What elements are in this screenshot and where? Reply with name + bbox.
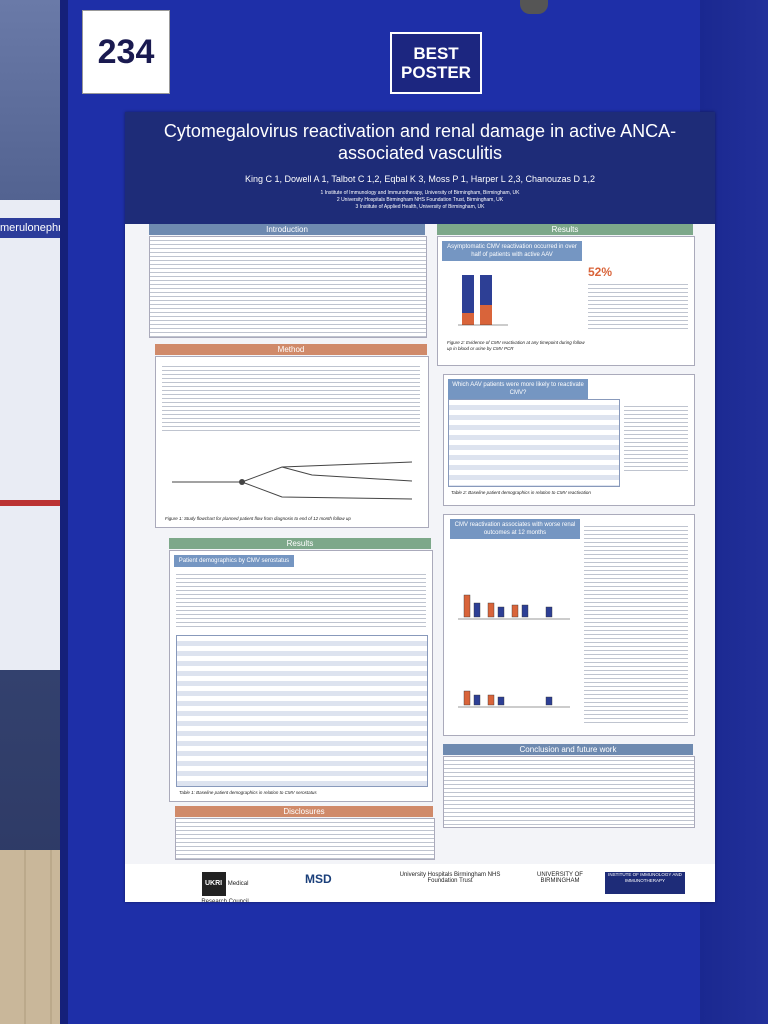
adjacent-poster-title-strip: merulonephr (0, 218, 70, 238)
affiliation-2: 2 University Hospitals Birmingham NHS Fo… (336, 197, 504, 203)
asymptomatic-subheading: Asymptomatic CMV reactivation occurred i… (442, 241, 582, 261)
reactivation-bar-chart (458, 275, 508, 326)
logo-bar: UKRI Medical Research Council MSD Univer… (125, 864, 715, 902)
institute-logo: INSTITUTE OF IMMUNOLOGY AND IMMUNOTHERAP… (605, 872, 685, 894)
patient-demographics-subheading: Patient demographics by CMV serostatus (174, 555, 294, 567)
poster-number-card: 234 (82, 10, 170, 94)
affiliation-1: 1 Institute of Immunology and Immunother… (320, 190, 520, 196)
figure-1-caption: Figure 1: Study flowchart for planned pa… (165, 516, 351, 521)
method-text (162, 363, 420, 433)
worse-outcomes-subheading: CMV reactivation associates with worse r… (450, 519, 580, 539)
introduction-heading: Introduction (149, 224, 425, 235)
method-body: Figure 1: Study flowchart for planned pa… (155, 356, 429, 528)
disclosures-heading: Disclosures (175, 806, 433, 817)
affiliation-3: 3 Institute of Applied Health, Universit… (355, 204, 485, 210)
outcomes-text (584, 523, 688, 723)
table-1-caption: Table 1: Baseline patient demographics i… (179, 790, 317, 795)
table-2-caption: Table 2: Baseline patient demographics i… (451, 490, 591, 495)
ukri-logo: UKRI Medical Research Council (195, 872, 255, 902)
table-2 (448, 399, 620, 487)
worse-outcomes-panel: CMV reactivation associates with worse r… (443, 514, 695, 736)
disclosures-body (175, 818, 435, 860)
which-patients-subheading: Which AAV patients were more likely to r… (448, 379, 588, 399)
introduction-body (149, 236, 427, 338)
asymptomatic-text (588, 281, 688, 331)
highlight-stat: 52% (588, 265, 613, 279)
study-flowchart (172, 461, 413, 500)
conclusion-body (443, 756, 695, 828)
results-left-heading: Results (169, 538, 431, 549)
results-right-heading: Results (437, 224, 693, 235)
ceiling-light (520, 0, 548, 14)
conclusion-heading: Conclusion and future work (443, 744, 693, 755)
results-left-body: Patient demographics by CMV serostatus T… (169, 550, 433, 802)
mrc-label: Medical Research Council (201, 881, 249, 902)
which-patients-panel: Which AAV patients were more likely to r… (443, 374, 695, 506)
poster-title: Cytomegalovirus reactivation and renal d… (163, 121, 677, 163)
figure-2-caption: Figure 2: Evidence of CMV reactivation a… (447, 340, 585, 351)
uob-logo: UNIVERSITY OF BIRMINGHAM (537, 872, 583, 884)
demographics-text (176, 571, 426, 629)
poster-board-frame (60, 0, 710, 1024)
poster-authors: King C 1, Dowell A 1, Talbot C 1,2, Eqba… (244, 174, 596, 184)
table-1 (176, 635, 428, 787)
poster-affiliations: 1 Institute of Immunology and Immunother… (145, 190, 695, 211)
method-heading: Method (155, 344, 427, 355)
uhb-logo: University Hospitals Birmingham NHS Foun… (399, 872, 501, 884)
best-poster-badge: BEST POSTER (390, 32, 482, 94)
reactivation-factors-list (624, 403, 688, 473)
poster-title-bar: Cytomegalovirus reactivation and renal d… (125, 112, 715, 224)
poster: Cytomegalovirus reactivation and renal d… (125, 112, 715, 902)
outcome-box-plots (458, 594, 570, 708)
msd-logo: MSD (305, 872, 332, 886)
results-right-top: Asymptomatic CMV reactivation occurred i… (437, 236, 695, 366)
adjacent-poster-accent (0, 500, 70, 506)
